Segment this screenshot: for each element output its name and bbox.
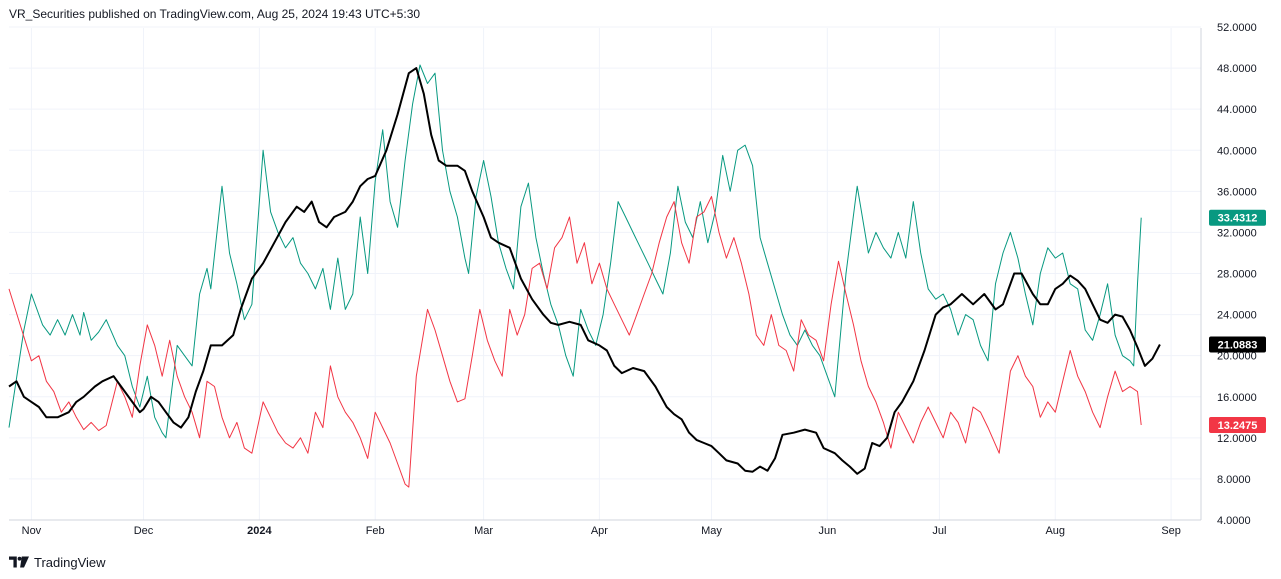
x-tick-label: Jun xyxy=(818,525,836,537)
y-tick-label: 12.0000 xyxy=(1217,433,1257,445)
brand-name: TradingView xyxy=(34,554,106,570)
x-axis[interactable]: Nov Dec 2024 Feb Mar Apr May Jun Jul Aug Sep xyxy=(22,525,1181,537)
tradingview-logo-icon xyxy=(9,556,29,568)
x-tick-label: 2024 xyxy=(247,525,272,537)
tradingview-brand[interactable]: TradingView xyxy=(9,554,106,570)
last-value-badge-1 xyxy=(1209,417,1266,434)
x-tick-label: Sep xyxy=(1161,525,1181,537)
x-tick-label: Nov xyxy=(22,525,42,537)
x-tick-label: Aug xyxy=(1045,525,1065,537)
y-axis[interactable]: 4.0000 8.0000 12.0000 16.0000 20.0000 24.0000… xyxy=(1217,22,1257,527)
y-tick-label: 48.0000 xyxy=(1217,63,1257,75)
series-group xyxy=(8,64,1161,488)
x-tick-label: Mar xyxy=(474,525,493,537)
y-tick-label: 24.0000 xyxy=(1217,310,1257,322)
y-tick-label: 52.0000 xyxy=(1217,22,1257,34)
y-tick-label: 4.0000 xyxy=(1217,515,1251,527)
last-value-badges: 33.4312 13.2475 21.0883 xyxy=(1209,209,1266,434)
x-tick-label: Dec xyxy=(134,525,154,537)
y-tick-label: 20.0000 xyxy=(1217,351,1257,363)
last-value-label-2: 21.0883 xyxy=(1218,339,1258,351)
last-value-badge-0 xyxy=(1209,209,1266,226)
last-value-label-0: 33.4312 xyxy=(1218,213,1258,225)
y-tick-label: 44.0000 xyxy=(1217,104,1257,116)
series-line-2 xyxy=(8,67,1161,475)
y-tick-label: 28.0000 xyxy=(1217,269,1257,281)
y-tick-label: 8.0000 xyxy=(1217,474,1251,486)
x-tick-label: Apr xyxy=(591,525,608,537)
y-tick-label: 32.0000 xyxy=(1217,227,1257,239)
last-value-label-1: 13.2475 xyxy=(1218,420,1258,432)
y-tick-label: 36.0000 xyxy=(1217,186,1257,198)
series-line-0 xyxy=(8,64,1142,439)
x-tick-label: Jul xyxy=(932,525,946,537)
x-tick-label: Feb xyxy=(366,525,385,537)
y-tick-label: 16.0000 xyxy=(1217,392,1257,404)
series-line-1 xyxy=(8,196,1142,488)
last-value-badge-2 xyxy=(1209,336,1266,353)
y-tick-label: 40.0000 xyxy=(1217,145,1257,157)
publish-info: VR_Securities published on TradingView.c… xyxy=(9,7,421,21)
x-tick-label: May xyxy=(701,525,722,537)
